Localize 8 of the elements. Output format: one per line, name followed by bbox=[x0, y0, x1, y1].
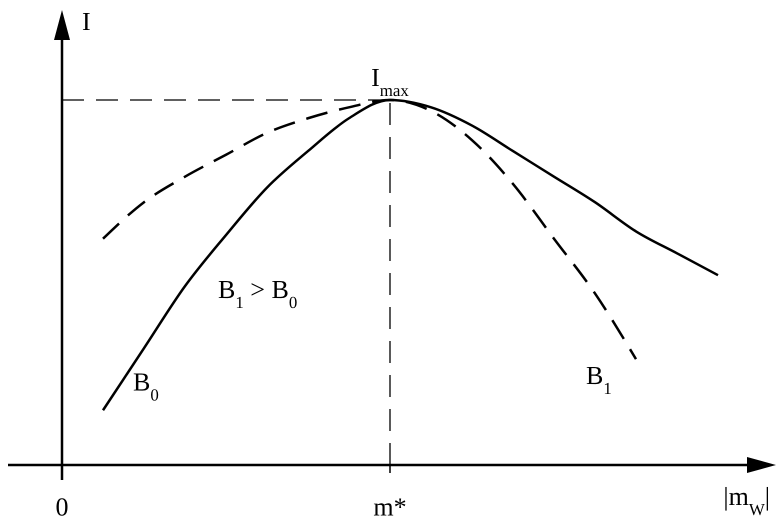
y-axis-title: I bbox=[82, 7, 91, 36]
series-label: B$_{1}$ bbox=[586, 361, 612, 398]
annotation: B$_{1}$ > B$_{0}$ bbox=[218, 275, 298, 312]
x-axis-title: |m$_{W}$| bbox=[723, 482, 770, 518]
x-tick-label: 0 bbox=[56, 492, 68, 522]
annotation: I$_{max}$ bbox=[371, 63, 410, 100]
series-label: B$_{0}$ bbox=[133, 367, 159, 404]
x-tick-label: m* bbox=[373, 492, 407, 522]
